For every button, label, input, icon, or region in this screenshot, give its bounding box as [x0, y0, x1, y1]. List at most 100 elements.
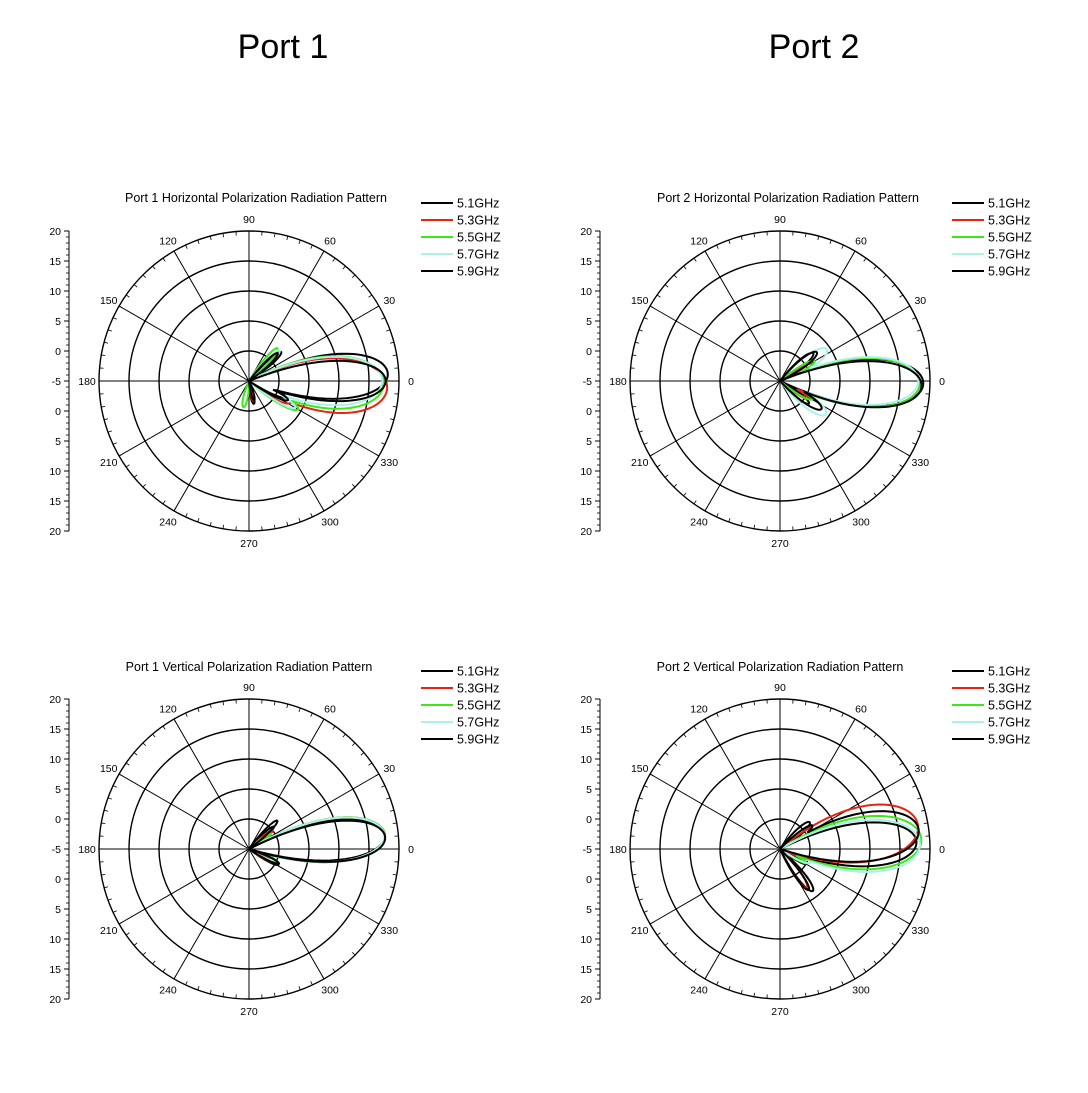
angle-minor-tick: [716, 712, 719, 717]
legend-label: 5.7GHz: [988, 248, 1030, 262]
legend-label: 5.3GHz: [988, 214, 1030, 228]
angle-minor-tick: [298, 239, 301, 244]
radial-tick-label: 10: [580, 466, 592, 478]
angle-minor-tick: [310, 513, 313, 518]
angle-minor-tick: [841, 712, 844, 717]
angle-minor-tick: [693, 725, 697, 730]
angle-minor-tick: [635, 886, 640, 889]
angle-minor-tick: [107, 430, 112, 433]
angle-minor-tick: [891, 284, 896, 288]
angle-minor-tick: [638, 430, 643, 433]
angle-minor-tick: [360, 942, 365, 946]
angle-minor-tick: [899, 294, 904, 298]
angle-minor-tick: [162, 257, 166, 262]
angle-minor-tick: [368, 762, 373, 766]
angle-minor-tick: [804, 233, 807, 238]
angle-minor-tick: [273, 524, 276, 529]
angle-minor-tick: [142, 742, 147, 747]
angle-tick-label: 150: [631, 295, 649, 307]
angle-minor-tick: [923, 405, 928, 408]
angle-minor-tick: [152, 960, 156, 965]
angle-tick-label: 240: [159, 984, 177, 996]
angle-minor-tick: [118, 453, 123, 457]
grid-spoke: [649, 773, 781, 850]
angle-minor-tick: [351, 742, 356, 747]
angle-minor-tick: [173, 975, 177, 980]
angle-minor-tick: [841, 244, 844, 249]
angle-minor-tick: [920, 341, 925, 344]
angle-minor-tick: [632, 405, 637, 408]
radial-tick-label: 10: [49, 286, 61, 298]
angle-minor-tick: [197, 986, 200, 991]
chart-title: Port 2 Horizontal Polarization Radiation…: [657, 191, 919, 205]
grid-spoke: [704, 718, 781, 850]
angle-minor-tick: [882, 483, 887, 488]
angle-tick-label: 60: [855, 236, 867, 248]
angle-minor-tick: [635, 341, 640, 344]
angle-minor-tick: [375, 921, 380, 925]
angle-minor-tick: [753, 701, 756, 706]
angle-tick-label: 240: [690, 516, 708, 528]
angle-minor-tick: [209, 521, 212, 526]
angle-minor-tick: [133, 752, 138, 756]
angle-minor-tick: [728, 707, 731, 712]
angle-minor-tick: [863, 968, 867, 973]
radial-tick-label: 10: [580, 754, 592, 766]
angle-minor-tick: [185, 513, 188, 518]
angle-minor-tick: [664, 942, 669, 946]
angle-minor-tick: [664, 752, 669, 756]
angle-minor-tick: [142, 274, 147, 279]
angle-minor-tick: [298, 707, 301, 712]
chart-title: Port 1 Vertical Polarization Radiation P…: [126, 660, 373, 674]
angle-minor-tick: [375, 773, 380, 777]
angle-tick-label: 30: [914, 763, 926, 775]
radial-tick-label: 20: [49, 526, 61, 538]
angle-minor-tick: [753, 524, 756, 529]
angle-minor-tick: [804, 524, 807, 529]
legend-label: 5.9GHz: [457, 733, 499, 747]
angle-tick-label: 330: [381, 925, 399, 937]
angle-minor-tick: [638, 898, 643, 901]
angle-minor-tick: [882, 951, 887, 956]
legend-label: 5.1GHz: [457, 665, 499, 679]
angle-minor-tick: [392, 873, 397, 876]
angle-minor-tick: [920, 809, 925, 812]
angle-minor-tick: [118, 305, 123, 309]
radial-tick-label: 10: [580, 286, 592, 298]
radial-tick-label: 0: [55, 406, 61, 418]
angle-tick-label: 60: [324, 236, 336, 248]
angle-minor-tick: [185, 981, 188, 986]
angle-minor-tick: [817, 521, 820, 526]
radial-tick-label: 5: [55, 316, 61, 328]
angle-minor-tick: [286, 989, 289, 994]
radial-tick-label: 20: [580, 226, 592, 238]
angle-minor-tick: [863, 257, 867, 262]
angle-minor-tick: [852, 975, 856, 980]
radial-tick-label: 5: [586, 904, 592, 916]
grid-spoke: [248, 250, 325, 382]
angle-minor-tick: [310, 244, 313, 249]
angle-minor-tick: [321, 507, 325, 512]
angle-minor-tick: [375, 453, 380, 457]
angle-tick-label: 240: [159, 516, 177, 528]
angle-minor-tick: [310, 981, 313, 986]
angle-minor-tick: [310, 712, 313, 717]
angle-minor-tick: [643, 442, 648, 445]
radial-tick-label: 0: [55, 874, 61, 886]
angle-minor-tick: [112, 317, 117, 320]
angle-minor-tick: [704, 507, 708, 512]
angle-minor-tick: [104, 341, 109, 344]
radial-tick-label: 15: [49, 724, 61, 736]
angle-minor-tick: [360, 474, 365, 478]
angle-minor-tick: [332, 257, 336, 262]
port-2-heading: Port 2: [768, 28, 860, 66]
angle-minor-tick: [917, 898, 922, 901]
angle-minor-tick: [683, 733, 687, 738]
radial-tick-label: 10: [49, 754, 61, 766]
series-curve-5-7ghz: [778, 818, 921, 873]
legend-label: 5.3GHz: [988, 682, 1030, 696]
angle-minor-tick: [381, 317, 386, 320]
angle-minor-tick: [104, 418, 109, 421]
grid-spoke: [248, 773, 380, 850]
